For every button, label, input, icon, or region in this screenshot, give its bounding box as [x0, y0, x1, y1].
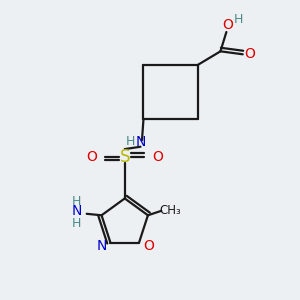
Text: N: N — [72, 204, 82, 218]
Text: O: O — [86, 149, 97, 164]
Text: H: H — [125, 135, 135, 148]
Text: S: S — [119, 148, 130, 166]
Text: N: N — [135, 135, 146, 149]
Text: O: O — [222, 19, 233, 32]
Text: O: O — [244, 47, 255, 61]
Text: N: N — [97, 238, 107, 253]
Text: H: H — [72, 195, 82, 208]
Text: H: H — [72, 217, 82, 230]
Text: O: O — [143, 238, 154, 253]
Text: H: H — [234, 13, 244, 26]
Text: O: O — [152, 149, 163, 164]
Text: CH₃: CH₃ — [159, 204, 181, 217]
